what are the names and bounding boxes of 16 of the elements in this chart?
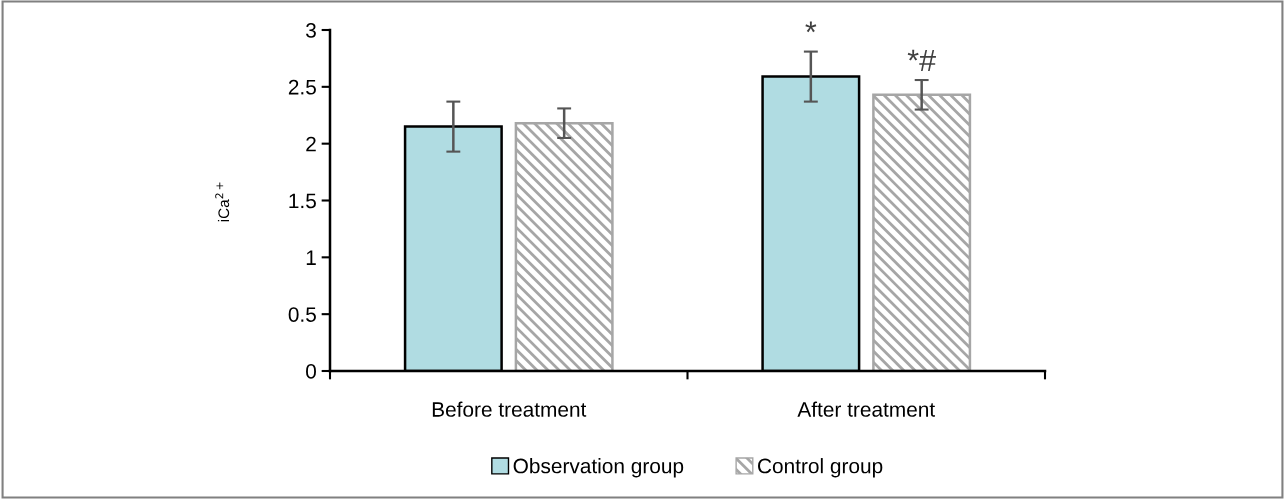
y-tick-label: 0 [306,364,316,379]
y-tick-label: 1.5 [289,193,316,209]
legend-label: Control group [758,458,883,478]
y-tick-label: 0.5 [288,307,316,322]
y-tick-label: 2 [306,136,316,152]
bar [514,121,614,371]
data-label: *# [907,49,936,71]
bar [872,93,972,371]
y-axis-title: iCa$^{2+}$ [215,182,230,222]
x-tick-label: Before treatment [432,401,587,417]
data-label: * [805,21,817,33]
y-tick-label: 3 [306,23,316,38]
y-tick-label: 2.5 [288,79,316,95]
y-tick-label: 1 [306,250,316,265]
x-tick-label: After treatment [797,401,935,417]
legend-label: Observation group [513,458,684,478]
